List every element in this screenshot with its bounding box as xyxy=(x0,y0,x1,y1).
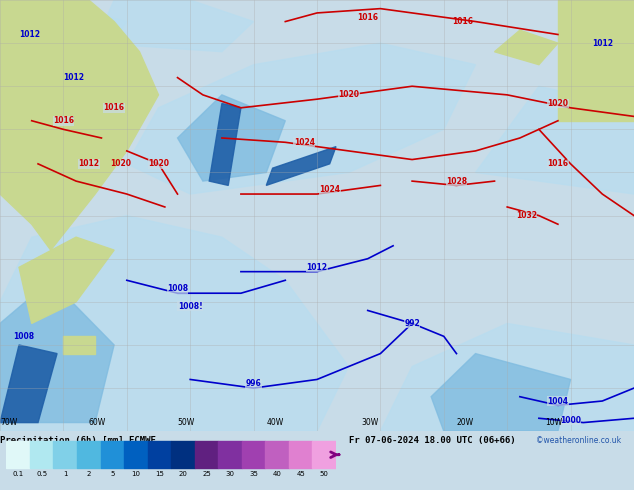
Text: 996: 996 xyxy=(246,379,261,388)
Text: 992: 992 xyxy=(404,319,420,328)
Text: 1020: 1020 xyxy=(148,159,169,169)
Bar xyxy=(313,441,336,468)
Bar xyxy=(53,441,77,468)
Text: 1016: 1016 xyxy=(103,103,125,112)
Text: 70W: 70W xyxy=(0,418,17,427)
Bar xyxy=(148,441,171,468)
Text: 0.5: 0.5 xyxy=(36,471,47,477)
Text: 5: 5 xyxy=(110,471,115,477)
Polygon shape xyxy=(266,147,336,185)
Polygon shape xyxy=(178,95,285,181)
Text: 10: 10 xyxy=(131,471,140,477)
Polygon shape xyxy=(495,30,558,65)
Text: 1008: 1008 xyxy=(13,332,34,341)
Text: 1020: 1020 xyxy=(338,90,359,99)
Bar xyxy=(30,441,53,468)
Bar xyxy=(242,441,266,468)
Polygon shape xyxy=(19,237,114,323)
Text: 2: 2 xyxy=(87,471,91,477)
Text: 1012: 1012 xyxy=(592,39,613,48)
Text: 1008: 1008 xyxy=(167,284,188,294)
Text: 35: 35 xyxy=(249,471,258,477)
Text: 1012: 1012 xyxy=(19,30,40,39)
Text: 1028: 1028 xyxy=(446,176,467,186)
Text: 0.1: 0.1 xyxy=(13,471,23,477)
Bar xyxy=(195,441,218,468)
Text: 20W: 20W xyxy=(456,418,474,427)
Text: 45: 45 xyxy=(296,471,305,477)
Text: 60W: 60W xyxy=(89,418,106,427)
Polygon shape xyxy=(0,0,76,52)
Text: 1004: 1004 xyxy=(547,396,569,406)
Text: 1016: 1016 xyxy=(452,17,474,26)
Bar xyxy=(101,441,124,468)
Text: 1012: 1012 xyxy=(306,263,328,272)
Text: 30: 30 xyxy=(226,471,235,477)
Polygon shape xyxy=(127,43,476,194)
Text: 40: 40 xyxy=(273,471,281,477)
Text: 1024: 1024 xyxy=(294,138,315,147)
Polygon shape xyxy=(0,0,158,250)
Bar xyxy=(124,441,148,468)
Text: 1000: 1000 xyxy=(560,416,581,425)
Text: 1: 1 xyxy=(63,471,67,477)
Polygon shape xyxy=(95,0,254,52)
Text: Precipitation (6h) [mm] ECMWF: Precipitation (6h) [mm] ECMWF xyxy=(0,436,156,444)
Bar xyxy=(266,441,289,468)
Bar xyxy=(218,441,242,468)
Text: 1016: 1016 xyxy=(53,116,74,125)
Text: 1020: 1020 xyxy=(547,99,569,108)
Polygon shape xyxy=(380,323,634,431)
Text: 50: 50 xyxy=(320,471,328,477)
Text: Fr 07-06-2024 18.00 UTC (06+66): Fr 07-06-2024 18.00 UTC (06+66) xyxy=(349,436,515,444)
Bar xyxy=(77,441,101,468)
Text: 10W: 10W xyxy=(545,418,562,427)
Bar xyxy=(289,441,313,468)
Polygon shape xyxy=(0,0,127,65)
Text: 20: 20 xyxy=(179,471,188,477)
Polygon shape xyxy=(0,280,114,422)
Polygon shape xyxy=(0,216,349,431)
Polygon shape xyxy=(431,354,571,431)
Text: 1032: 1032 xyxy=(515,211,537,220)
Text: 1020: 1020 xyxy=(110,159,131,169)
Text: 1012: 1012 xyxy=(78,159,100,169)
Polygon shape xyxy=(0,345,57,422)
Text: 15: 15 xyxy=(155,471,164,477)
Polygon shape xyxy=(63,336,95,354)
Bar xyxy=(171,441,195,468)
Text: 25: 25 xyxy=(202,471,211,477)
Text: 50W: 50W xyxy=(178,418,195,427)
Polygon shape xyxy=(209,103,241,185)
Text: 40W: 40W xyxy=(266,418,283,427)
Bar xyxy=(6,441,30,468)
Text: 1016: 1016 xyxy=(547,159,569,169)
Polygon shape xyxy=(476,86,634,194)
Polygon shape xyxy=(558,0,634,121)
Text: 1008!: 1008! xyxy=(178,302,203,311)
Text: ©weatheronline.co.uk: ©weatheronline.co.uk xyxy=(536,436,621,444)
Text: 1024: 1024 xyxy=(319,185,340,194)
Text: 1012: 1012 xyxy=(63,73,84,82)
Text: 1016: 1016 xyxy=(357,13,378,22)
Text: 30W: 30W xyxy=(361,418,378,427)
